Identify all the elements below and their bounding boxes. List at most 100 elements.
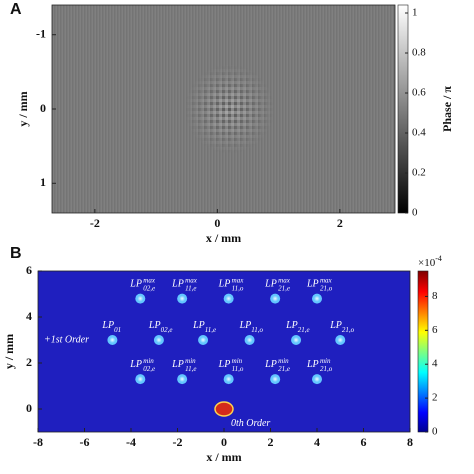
x-tick-label: 8	[407, 435, 413, 449]
spot-glow	[272, 295, 279, 302]
annotation: +1st Order	[44, 334, 89, 345]
mode-sub: 21,o	[342, 326, 355, 334]
spot-glow	[314, 295, 320, 302]
mode-sup: min	[232, 357, 243, 365]
multiplier-base: ×10	[418, 257, 436, 269]
mode-base: LP	[148, 320, 161, 331]
x-tick-label: 0	[214, 216, 220, 230]
x-tick-label: -2	[173, 435, 183, 449]
colorbar-tick-label: 0.6	[412, 87, 426, 99]
y-tick-label: 4	[26, 309, 32, 323]
mode-sub: 02,e	[143, 365, 155, 373]
mode-base: LP	[218, 279, 231, 290]
colorbar-tick-label: 2	[432, 392, 438, 404]
x-axis-label: x / mm	[206, 231, 241, 245]
panel-letter: A	[10, 1, 22, 18]
mode-sup: max	[232, 276, 245, 284]
mode-base: LP	[239, 320, 252, 331]
mode-base: LP	[171, 279, 184, 290]
mode-sub: 11,e	[185, 365, 196, 373]
spot-glow	[225, 376, 232, 383]
mode-sub: 11,o	[251, 326, 263, 334]
mode-label: LPmin 02,e	[129, 357, 155, 373]
spot-glow	[225, 295, 232, 302]
colorbar-tick-label: 6	[432, 324, 438, 336]
mode-sub: 21,e	[278, 284, 290, 292]
mode-sup: max	[320, 276, 333, 284]
y-axis-label: y / mm	[16, 91, 30, 126]
y-tick-label: 1	[40, 175, 46, 189]
mode-base: LP	[192, 320, 205, 331]
spot-glow	[155, 337, 162, 343]
mode-base: LP	[129, 359, 142, 370]
mode-label: LP21,o	[329, 320, 354, 333]
colorbar-tick-label: 0.2	[412, 167, 426, 179]
spot-glow	[179, 295, 186, 302]
mode-sub: 21,e	[278, 365, 290, 373]
mode-sub: 01	[114, 326, 121, 334]
mode-base: LP	[264, 359, 277, 370]
colorbar-tick-label: 4	[432, 358, 438, 370]
mode-base: LP	[306, 279, 319, 290]
y-tick-label: 0	[26, 401, 32, 415]
panel-letter: B	[10, 245, 22, 262]
y-tick-label: 2	[26, 355, 32, 369]
x-tick-label: 6	[361, 435, 367, 449]
mode-sup: min	[320, 357, 331, 365]
x-tick-label: -4	[126, 435, 136, 449]
spot-glow	[272, 376, 279, 383]
mode-label: LPmax 11,e	[171, 276, 198, 292]
spot-glow	[200, 337, 207, 343]
x-tick-label: -8	[33, 435, 43, 449]
x-axis-label: x / mm	[206, 450, 241, 464]
spot-glow	[109, 337, 116, 343]
y-tick-label: 6	[26, 263, 32, 277]
colorbar	[417, 270, 429, 433]
colorbar	[397, 4, 409, 214]
x-tick-label: -6	[80, 435, 90, 449]
mode-sup: min	[143, 357, 154, 365]
spot-glow	[314, 376, 320, 383]
mode-sub: 02,e	[161, 326, 173, 334]
y-axis-label: y / mm	[2, 334, 16, 369]
mode-sup: max	[185, 276, 198, 284]
mode-label: LPmin 11,o	[218, 357, 244, 373]
colorbar-multiplier: ×10-4	[418, 254, 442, 269]
annotation: 0th Order	[231, 418, 270, 429]
mode-base: LP	[306, 359, 319, 370]
colorbar-tick-label: 0	[432, 426, 438, 438]
spot-glow	[293, 337, 300, 343]
mode-sub: 11,o	[232, 284, 244, 292]
mode-base: LP	[129, 279, 142, 290]
mode-sub: 11,e	[185, 284, 196, 292]
mode-base: LP	[171, 359, 184, 370]
zero-order-spot	[214, 401, 234, 417]
mode-sub: 11,e	[205, 326, 216, 334]
x-tick-label: -2	[90, 216, 100, 230]
colorbar-tick-label: 0.4	[412, 127, 426, 139]
mode-label: LPmin 21,e	[264, 357, 290, 373]
spot-glow	[337, 337, 344, 343]
mode-label: LPmax 11,o	[218, 276, 245, 292]
y-tick-label: 0	[40, 101, 46, 115]
x-tick-label: 0	[221, 435, 227, 449]
mode-sub: 11,o	[232, 365, 244, 373]
mode-base: LP	[101, 320, 114, 331]
mode-label: LPmax 21,o	[306, 276, 333, 292]
spot-glow	[137, 376, 144, 383]
spot-glow	[179, 376, 186, 383]
colorbar-tick-label: 1	[412, 7, 418, 19]
colorbar-tick-label: 0	[412, 207, 418, 219]
x-tick-label: 2	[337, 216, 343, 230]
colorbar-tick-label: 8	[432, 290, 438, 302]
mode-sup: max	[143, 276, 156, 284]
mode-base: LP	[264, 279, 277, 290]
spot-glow	[137, 295, 144, 302]
mode-base: LP	[329, 320, 342, 331]
colorbar-tick-label: 0.8	[412, 47, 426, 59]
mode-sup: min	[278, 357, 289, 365]
y-tick-label: -1	[36, 26, 46, 40]
mode-base: LP	[285, 320, 298, 331]
mode-label: LP11,o	[239, 320, 264, 333]
mode-sub: 21,o	[320, 284, 333, 292]
